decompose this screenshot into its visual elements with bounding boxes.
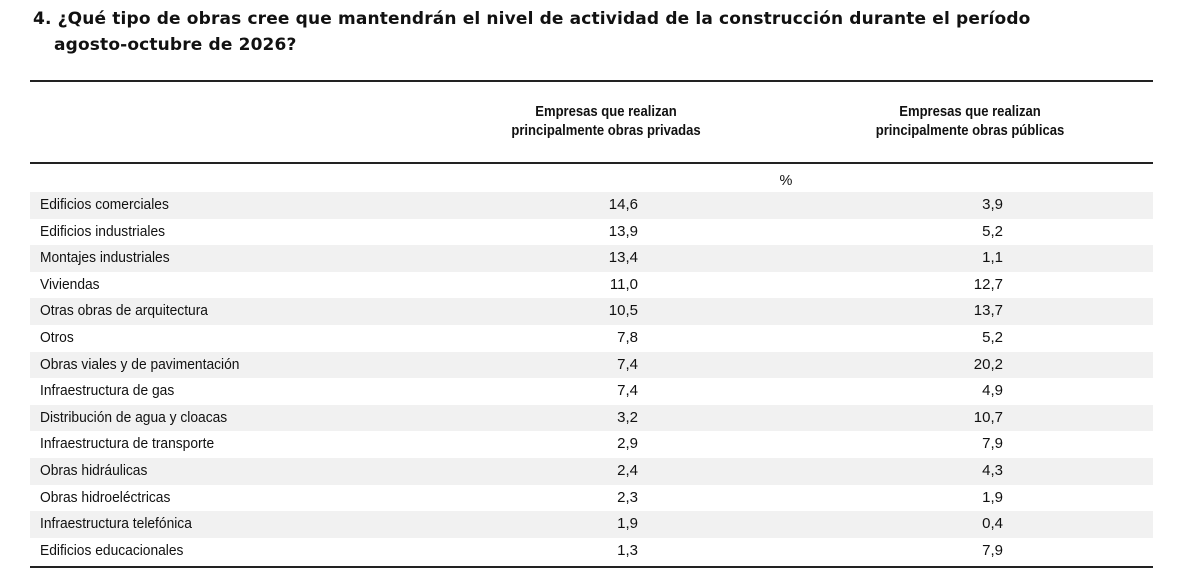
value-obras-privadas: 3,2 xyxy=(617,408,638,426)
value-obras-publicas: 1,9 xyxy=(982,488,1003,506)
row-label: Otras obras de arquitectura xyxy=(40,302,208,320)
value-obras-privadas: 2,3 xyxy=(617,488,638,506)
row-label: Infraestructura telefónica xyxy=(40,515,192,533)
row-label: Infraestructura de transporte xyxy=(40,435,215,453)
table-bottom-rule xyxy=(30,566,1153,568)
value-obras-publicas: 13,7 xyxy=(973,302,1003,320)
value-obras-publicas: 12,7 xyxy=(973,275,1003,293)
table-row: Edificios educacionales 1,3 7,9 xyxy=(30,538,1153,565)
value-obras-publicas: 0,4 xyxy=(982,515,1003,533)
table-row: Edificios industriales 13,9 5,2 xyxy=(30,219,1153,246)
question-title-line-2: agosto-octubre de 2026? xyxy=(54,35,297,55)
value-obras-privadas: 7,8 xyxy=(617,328,638,346)
column-header-line: Empresas que realizan xyxy=(899,104,1041,120)
value-obras-publicas: 4,3 xyxy=(982,461,1003,479)
value-obras-publicas: 10,7 xyxy=(973,408,1003,426)
value-obras-privadas: 1,3 xyxy=(617,541,638,559)
table-row: Viviendas 11,0 12,7 xyxy=(30,272,1153,299)
value-obras-privadas: 14,6 xyxy=(608,196,638,213)
table-row: Infraestructura de transporte 2,9 7,9 xyxy=(30,431,1153,458)
value-obras-privadas: 1,9 xyxy=(617,515,638,533)
row-label: Infraestructura de gas xyxy=(40,382,175,400)
value-obras-privadas: 2,9 xyxy=(617,435,638,453)
table-row: Obras hidroeléctricas 2,3 1,9 xyxy=(30,485,1153,512)
column-header-line: principalmente obras privadas xyxy=(511,123,701,139)
value-obras-publicas: 4,9 xyxy=(982,382,1003,400)
row-label: Obras hidráulicas xyxy=(40,461,148,479)
unit-label: % xyxy=(779,173,793,189)
row-label: Obras hidroeléctricas xyxy=(40,488,171,506)
value-obras-publicas: 5,2 xyxy=(982,328,1003,346)
value-obras-publicas: 7,9 xyxy=(982,541,1003,559)
question-title: 4. ¿Qué tipo de obras cree que mantendrá… xyxy=(33,6,1163,58)
value-obras-privadas: 7,4 xyxy=(617,355,638,373)
row-label: Obras viales y de pavimentación xyxy=(40,355,240,373)
value-obras-privadas: 11,0 xyxy=(609,275,638,293)
table-row: Otras obras de arquitectura 10,5 13,7 xyxy=(30,298,1153,325)
table-row: Distribución de agua y cloacas 3,2 10,7 xyxy=(30,404,1153,432)
row-label: Viviendas xyxy=(40,275,100,293)
row-label: Edificios educacionales xyxy=(40,541,184,559)
column-header-obras-publicas: Empresas que realizan principalmente obr… xyxy=(835,103,1105,141)
question-title-line-1: 4. ¿Qué tipo de obras cree que mantendrá… xyxy=(33,9,1031,29)
value-obras-privadas: 2,4 xyxy=(617,461,638,479)
table-body: Edificios comerciales 14,6 3,9 Edificios in… xyxy=(30,192,1153,564)
value-obras-privadas: 7,4 xyxy=(617,382,638,400)
value-obras-publicas: 5,2 xyxy=(982,222,1003,240)
column-header-line: Empresas que realizan xyxy=(535,104,677,120)
value-obras-publicas: 7,9 xyxy=(982,435,1003,453)
column-header-line: principalmente obras públicas xyxy=(875,123,1065,139)
table-top-rule xyxy=(30,80,1153,82)
table-row: Obras viales y de pavimentación 7,4 20,2 xyxy=(30,351,1153,379)
column-header-obras-privadas: Empresas que realizan principalmente obr… xyxy=(471,103,741,141)
value-obras-privadas: 13,9 xyxy=(608,222,638,240)
table-row: Otros 7,8 5,2 xyxy=(30,325,1153,352)
value-obras-publicas: 3,9 xyxy=(982,196,1003,213)
value-obras-publicas: 1,1 xyxy=(982,249,1003,267)
row-label: Montajes industriales xyxy=(40,249,170,267)
table-row: Edificios comerciales 14,6 3,9 xyxy=(30,192,1153,219)
table-row: Infraestructura de gas 7,4 4,9 xyxy=(30,378,1153,405)
row-label: Otros xyxy=(40,328,74,346)
table-header-rule xyxy=(30,162,1153,164)
value-obras-privadas: 13,4 xyxy=(608,249,638,267)
row-label: Distribución de agua y cloacas xyxy=(40,408,228,426)
row-label: Edificios industriales xyxy=(40,222,166,240)
value-obras-publicas: 20,2 xyxy=(973,355,1003,373)
row-label: Edificios comerciales xyxy=(40,196,169,213)
table-row: Infraestructura telefónica 1,9 0,4 xyxy=(30,511,1153,538)
value-obras-privadas: 10,5 xyxy=(608,302,638,320)
table-row: Obras hidráulicas 2,4 4,3 xyxy=(30,457,1153,485)
table-row: Montajes industriales 13,4 1,1 xyxy=(30,245,1153,272)
